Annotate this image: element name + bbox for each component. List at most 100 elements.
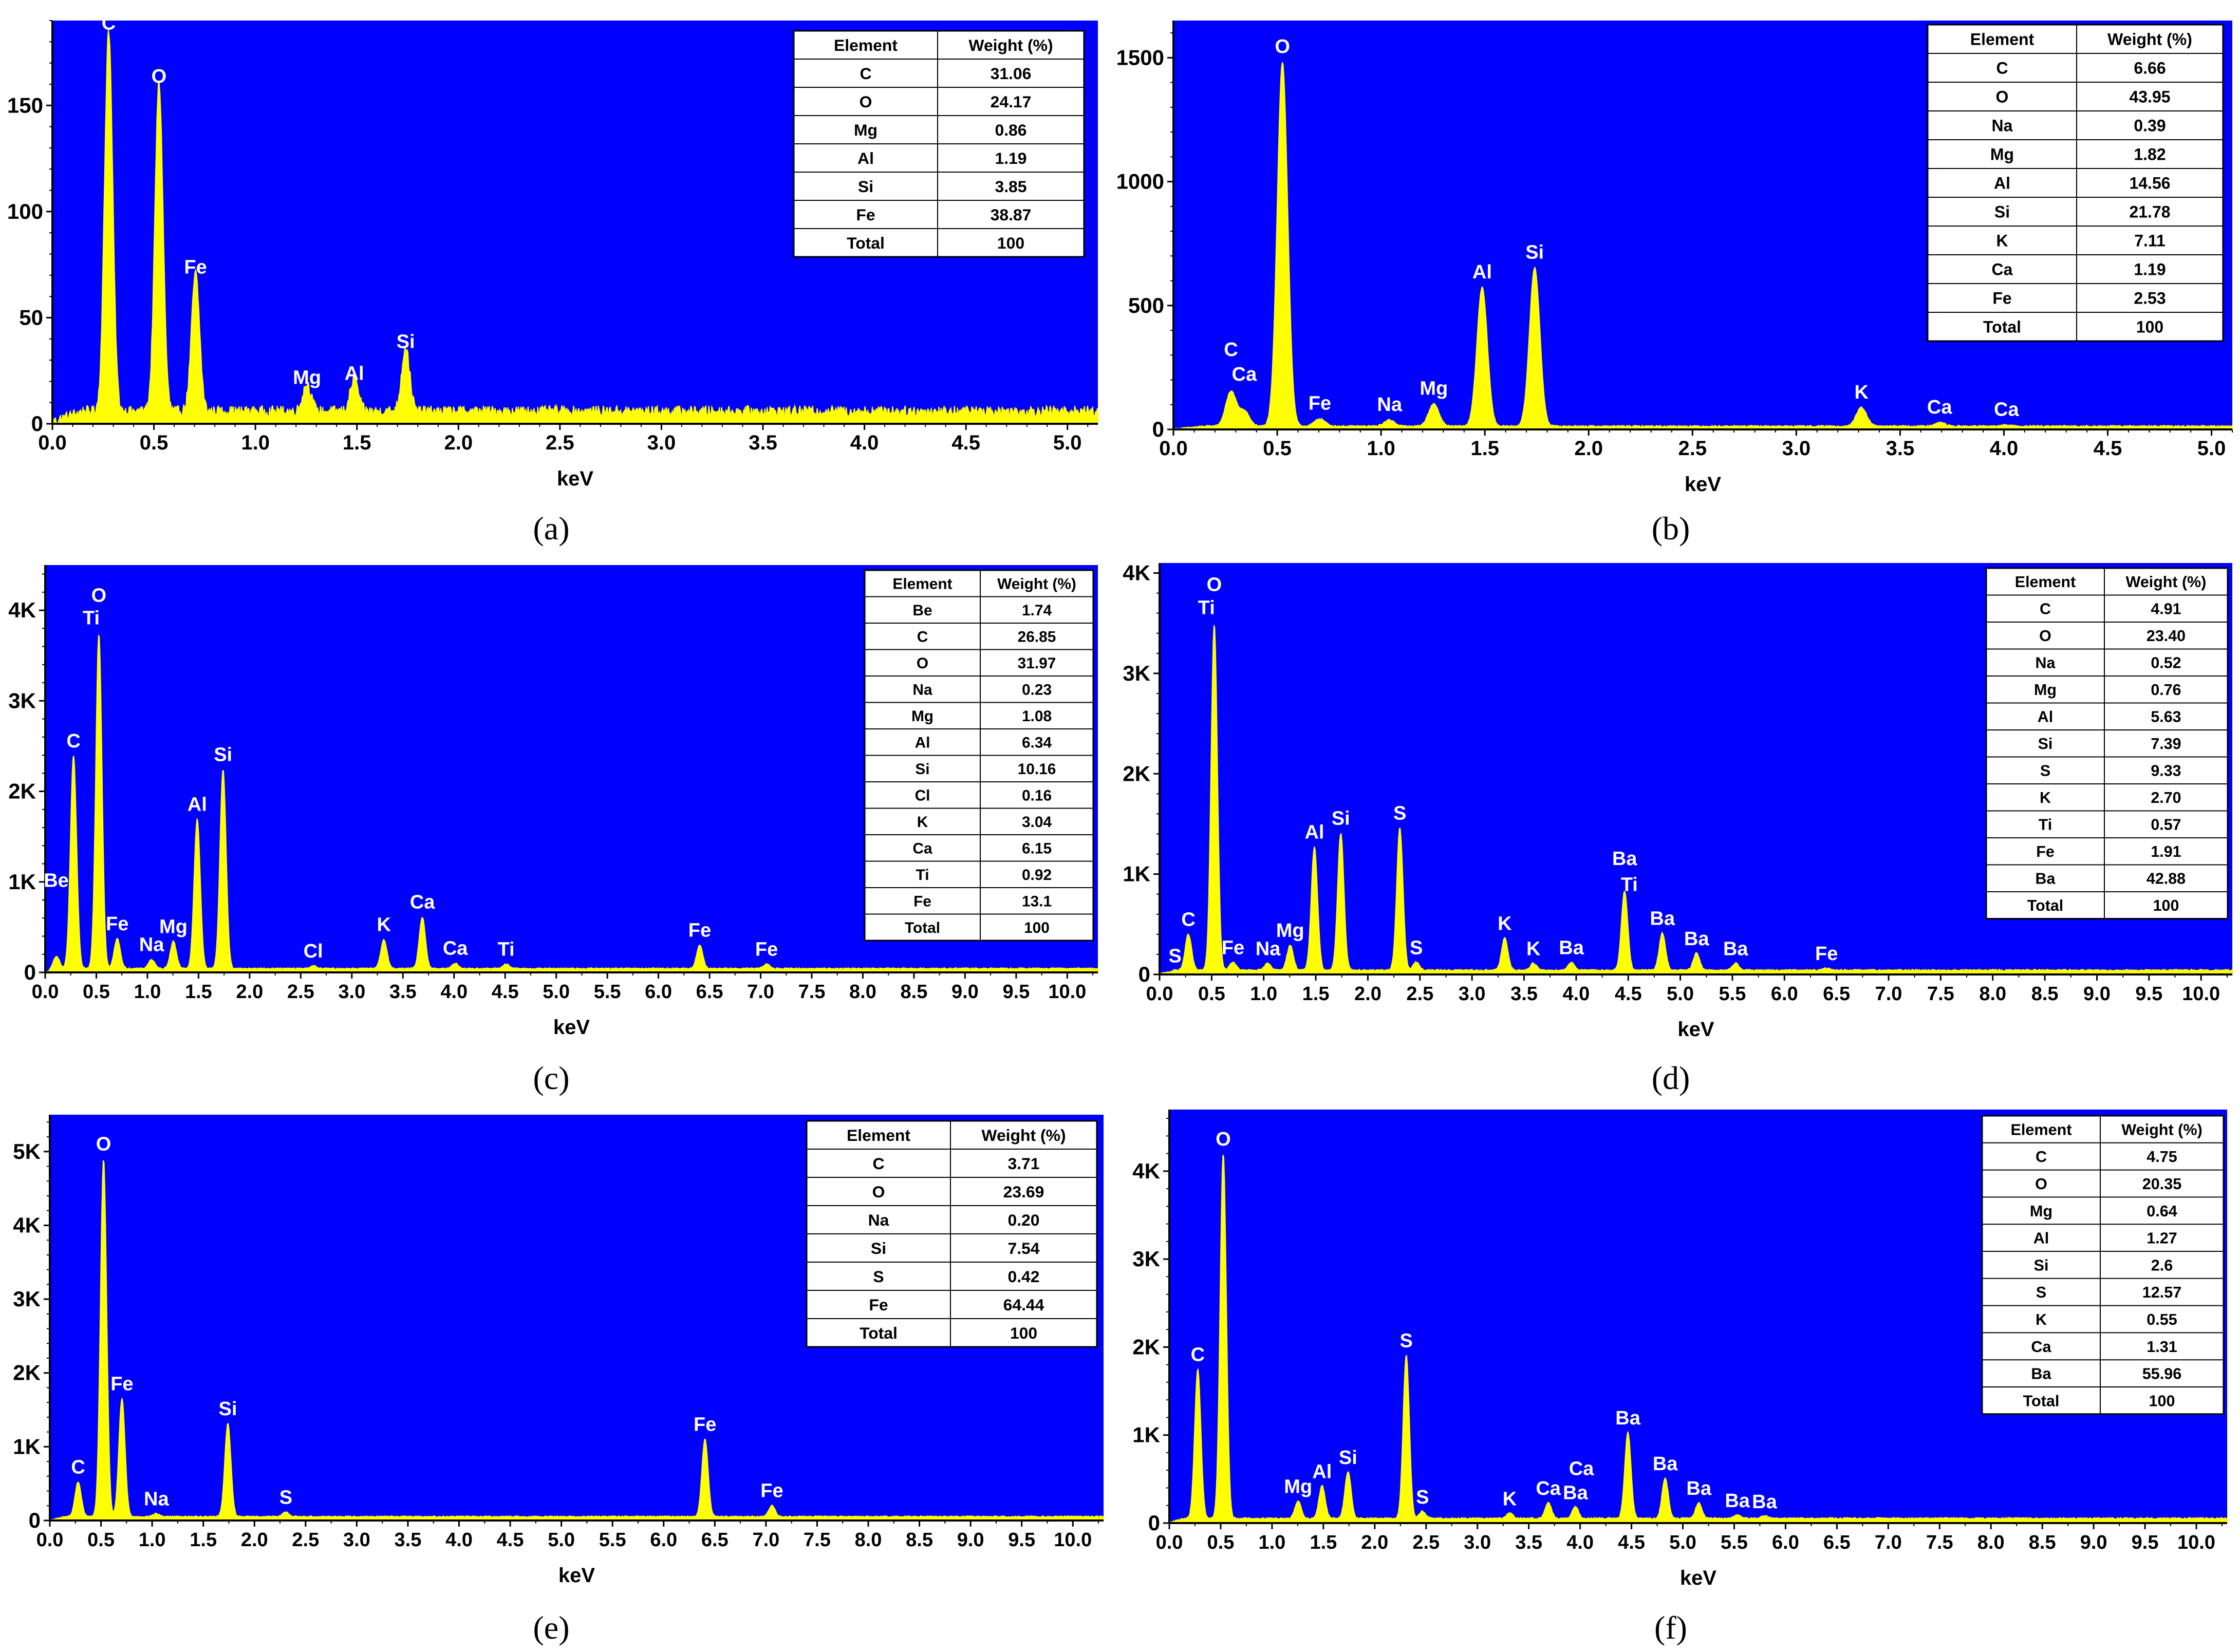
table-cell-element: Na	[2036, 654, 2056, 672]
peak-label-ba: Ba	[1653, 1453, 1678, 1475]
table-cell-weight: 7.11	[2134, 232, 2166, 250]
x-axis-label: keV	[557, 467, 593, 490]
peak-label-si: Si	[219, 1398, 237, 1420]
x-tick-label: 2.0	[241, 1529, 268, 1551]
table-cell-element: Na	[1992, 117, 2013, 135]
peak-label-ba: Ba	[1752, 1491, 1777, 1513]
x-tick-label: 9.5	[2132, 1532, 2159, 1553]
x-tick-label: 5.0	[2197, 437, 2226, 460]
x-tick-label: 9.0	[951, 981, 979, 1003]
y-tick-label: 50	[19, 305, 43, 329]
composition-table: Element Weight (%) C 4.91 O 23.40 Na 0.52 Mg 0.76…	[1985, 567, 2229, 919]
peak-label-ba: Ba	[1650, 908, 1675, 930]
peak-label-c: C	[1191, 1344, 1205, 1366]
x-tick-label: 4.5	[2094, 437, 2122, 460]
table-cell-weight: 100	[2153, 897, 2179, 914]
x-tick-label: 2.0	[1574, 437, 1603, 460]
x-tick-label: 10.0	[2177, 1532, 2215, 1553]
peak-label-s: S	[279, 1487, 292, 1509]
peak-label-k: K	[377, 914, 391, 936]
table-cell-weight: 6.15	[1022, 840, 1052, 857]
x-tick-label: 1.5	[185, 981, 212, 1003]
peak-label-o: O	[1275, 36, 1290, 58]
peak-label-o: O	[91, 585, 107, 606]
peak-label-na: Na	[139, 934, 164, 956]
y-tick-label: 0	[24, 960, 36, 984]
composition-table: Element Weight (%) C 31.06 O 24.17 Mg 0.86 Al 1.1…	[793, 30, 1085, 258]
peak-label-s: S	[1416, 1487, 1429, 1508]
peak-label-k: K	[1855, 382, 1869, 403]
y-tick-label: 100	[7, 199, 43, 223]
peak-label-fe: Fe	[688, 919, 711, 941]
table-cell-weight: 0.55	[2146, 1311, 2177, 1328]
table-cell-element: Si	[2034, 1256, 2049, 1274]
table-cell-weight: 38.87	[991, 205, 1032, 224]
x-tick-label: 4.0	[440, 981, 468, 1003]
table-cell-element: Total	[2027, 897, 2063, 914]
table-header-element: Element	[2010, 1121, 2071, 1138]
x-tick-label: 9.5	[2135, 983, 2162, 1005]
table-cell-element: Al	[857, 149, 874, 167]
peak-label-mg: Mg	[1284, 1476, 1312, 1498]
x-tick-label: 3.0	[1782, 437, 1811, 460]
panel-caption: (c)	[533, 1060, 569, 1096]
peak-label-al: Al	[1472, 261, 1492, 283]
y-tick-label: 3K	[1123, 661, 1150, 685]
peak-label-k: K	[1503, 1489, 1517, 1510]
peak-label-ba: Ba	[1686, 1478, 1711, 1499]
peak-label-fe: Fe	[760, 1480, 783, 1502]
x-tick-label: 3.5	[1886, 437, 1915, 460]
peak-label-k: K	[1498, 913, 1512, 934]
peak-label-ca: Ca	[1232, 364, 1257, 385]
x-tick-label: 6.0	[1771, 983, 1798, 1005]
y-tick-label: 2K	[13, 1361, 41, 1385]
table-cell-element: Na	[912, 682, 932, 699]
x-tick-label: 4.0	[850, 431, 879, 454]
peak-label-ti: Ti	[1198, 597, 1215, 618]
table-cell-weight: 0.76	[2151, 681, 2181, 699]
table-cell-weight: 9.33	[2151, 762, 2181, 780]
table-cell-element: K	[917, 814, 928, 831]
table-cell-element: Al	[2038, 708, 2053, 726]
x-tick-label: 2.5	[292, 1529, 319, 1551]
table-cell-element: O	[872, 1182, 885, 1201]
y-tick-label: 4K	[13, 1213, 41, 1237]
x-tick-label: 1.5	[190, 1529, 217, 1551]
x-tick-label: 9.0	[957, 1529, 984, 1551]
x-axis-label: keV	[1680, 1567, 1716, 1589]
y-tick-label: 150	[7, 93, 43, 117]
x-tick-label: 1.0	[134, 981, 161, 1003]
table-cell-weight: 0.64	[2146, 1203, 2177, 1220]
x-tick-label: 0.5	[87, 1529, 115, 1551]
table-cell-element: Total	[2023, 1392, 2060, 1410]
x-tick-label: 4.0	[1562, 983, 1590, 1005]
x-tick-label: 7.0	[747, 981, 774, 1003]
x-tick-label: 1.0	[241, 431, 270, 454]
x-tick-label: 10.0	[2182, 983, 2220, 1005]
x-tick-label: 7.0	[1875, 1532, 1902, 1553]
table-header-element: Element	[834, 36, 898, 54]
x-tick-label: 1.0	[139, 1529, 166, 1551]
x-tick-label: 6.0	[650, 1529, 677, 1551]
table-cell-element: Si	[858, 177, 873, 196]
table-cell-element: K	[2040, 789, 2051, 806]
table-header-element: Element	[1970, 30, 2034, 49]
table-cell-weight: 3.85	[995, 177, 1026, 196]
table-header-element: Element	[2015, 573, 2076, 591]
table-cell-element: Total	[905, 919, 940, 936]
table-cell-element: O	[1996, 88, 2009, 106]
x-tick-label: 6.0	[1772, 1532, 1799, 1553]
x-tick-label: 3.5	[395, 1529, 422, 1551]
table-header-weight: Weight (%)	[981, 1126, 1066, 1144]
peak-label-s: S	[1169, 945, 1182, 967]
table-cell-element: K	[2036, 1311, 2047, 1328]
x-tick-label: 3.5	[1510, 983, 1538, 1005]
peak-label-na: Na	[1256, 938, 1281, 960]
composition-table: Element Weight (%) C 4.75 O 20.35 Mg 0.64 Al 1.27…	[1981, 1115, 2225, 1415]
table-cell-element: Si	[915, 761, 929, 778]
panel-caption: (a)	[533, 510, 569, 547]
table-cell-element: Fe	[913, 893, 931, 910]
table-cell-weight: 43.95	[2129, 88, 2170, 106]
x-tick-label: 2.0	[444, 431, 473, 454]
peak-label-o: O	[152, 66, 167, 87]
